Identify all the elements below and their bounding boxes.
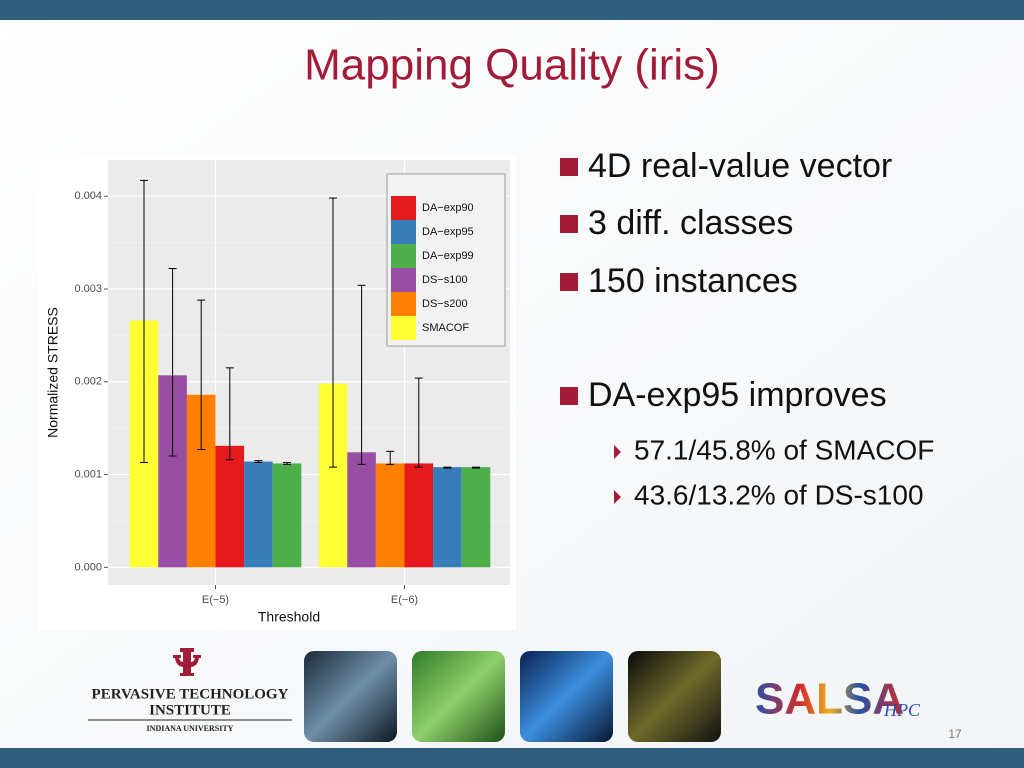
logo-text: INDIANA UNIVERSITY <box>147 724 234 733</box>
brand-suffix: HPC <box>883 700 921 720</box>
error-bar <box>472 466 480 469</box>
bullet-text: 3 diff. classes <box>588 204 793 242</box>
subbullet-marker <box>614 445 621 459</box>
y-tick-label: 0.003 <box>74 283 102 295</box>
subbullet-marker <box>614 490 621 504</box>
subbullet-text: 43.6/13.2% of DS-s100 <box>634 479 924 510</box>
error-bar <box>254 460 263 464</box>
error-bar <box>168 268 177 457</box>
top-bar <box>0 0 1024 20</box>
bullet-marker <box>560 273 578 291</box>
legend-key <box>391 316 416 340</box>
bullet-text: 4D real-value vector <box>588 147 892 185</box>
error-bar <box>329 197 337 468</box>
photo <box>628 651 721 742</box>
error-bar <box>140 179 148 464</box>
y-tick-label: 0.002 <box>74 376 102 388</box>
bullets: 4D real-value vector 3 diff. classes 150 i… <box>560 147 934 510</box>
legend-label: DA−exp90 <box>422 202 474 214</box>
bar <box>433 467 462 568</box>
error-bar <box>197 299 206 451</box>
legend-key <box>391 196 416 220</box>
bar <box>272 463 302 568</box>
page-number: 17 <box>948 727 962 741</box>
y-tick-label: 0.000 <box>74 561 102 573</box>
slide-title: Mapping Quality (iris) <box>304 41 720 90</box>
x-tick-label: E(−6) <box>391 594 418 606</box>
legend-key <box>391 292 416 316</box>
bottom-bar <box>0 748 1024 768</box>
bar <box>375 463 405 568</box>
y-tick-label: 0.004 <box>74 190 102 202</box>
logo-text: PERVASIVE TECHNOLOGY <box>92 686 289 702</box>
subbullet-text: 57.1/45.8% of SMACOF <box>634 434 934 465</box>
bullet-text: DA-exp95 improves <box>588 376 887 414</box>
iu-logo <box>173 648 201 676</box>
legend-label: DA−exp99 <box>422 250 474 262</box>
legend-label: DS−s100 <box>422 274 468 286</box>
error-bar <box>225 367 234 461</box>
brand: SALSA <box>755 675 904 724</box>
error-bar <box>386 450 395 465</box>
bullet-text: 150 instances <box>588 262 798 300</box>
chart: 0.000 0.001 0.002 0.003 0.004 E(−5) E(−6) Thres… <box>45 160 510 625</box>
bullet-marker <box>560 158 578 176</box>
error-bar <box>414 377 423 468</box>
bar <box>461 467 491 568</box>
bar <box>347 452 376 568</box>
photo <box>304 651 397 742</box>
legend-key <box>391 268 416 292</box>
legend-label: DA−exp95 <box>422 226 474 238</box>
bar <box>244 461 273 568</box>
bar <box>404 463 434 568</box>
legend-label: SMACOF <box>422 322 469 334</box>
photo <box>412 651 505 742</box>
photo <box>520 651 613 742</box>
error-bar <box>283 462 291 465</box>
legend-label: DS−s200 <box>422 298 468 310</box>
legend-key <box>391 220 416 244</box>
bar <box>215 445 245 568</box>
bullet-marker <box>560 215 578 233</box>
logo-text: INSTITUTE <box>149 702 231 718</box>
bullet-marker <box>560 387 578 405</box>
error-bar <box>443 466 452 469</box>
y-axis-label: Normalized STRESS <box>45 307 61 438</box>
legend-key <box>391 244 416 268</box>
y-tick-label: 0.001 <box>74 468 102 480</box>
x-tick-label: E(−5) <box>202 594 229 606</box>
x-axis-label: Threshold <box>258 609 320 625</box>
error-bar <box>357 284 366 465</box>
